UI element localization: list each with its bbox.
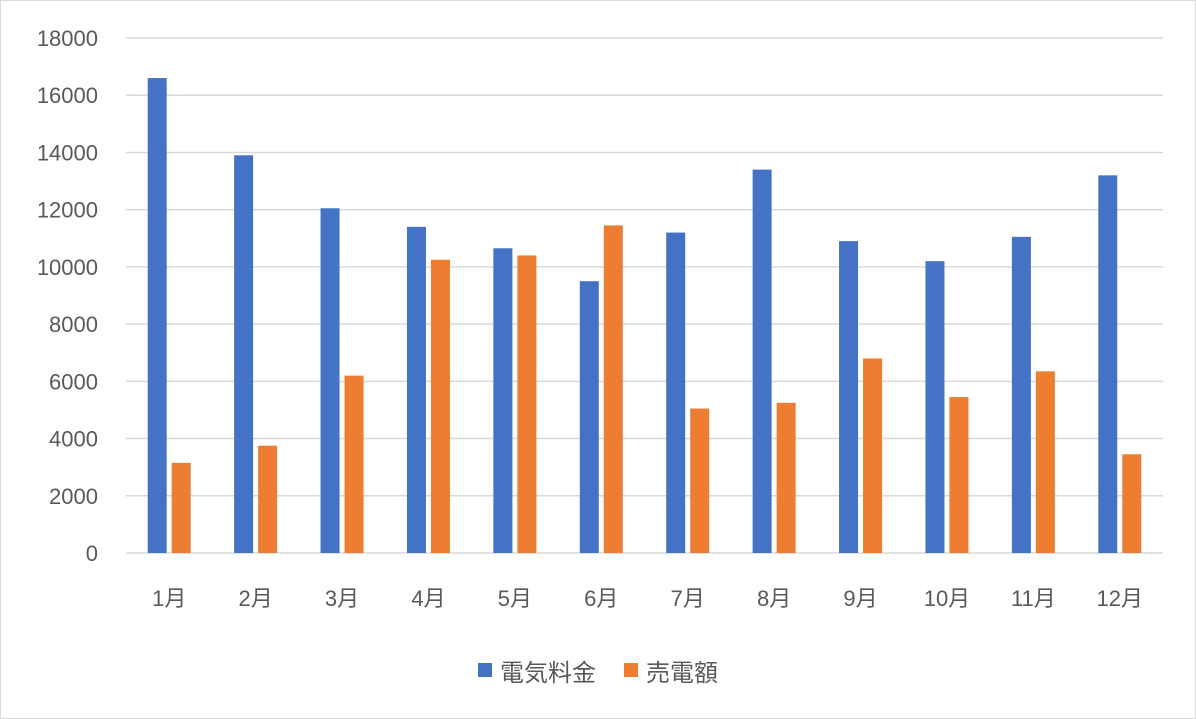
legend: 電気料金 売電額 — [0, 650, 1196, 690]
legend-label-series-1: 電気料金 — [500, 658, 596, 687]
bar-series-2-7 — [690, 408, 710, 553]
bar-series-2-8 — [776, 402, 796, 553]
y-tick-label-2: 4000 — [49, 427, 98, 452]
bar-series-2-6 — [603, 225, 623, 553]
y-tick-label-9: 18000 — [37, 26, 98, 51]
bar-series-1-3 — [320, 208, 340, 553]
x-tick-label-7: 7月 — [671, 586, 705, 611]
bar-series-2-2 — [258, 445, 278, 553]
legend-item-series-2: 売電額 — [624, 653, 718, 688]
bar-series-1-7 — [666, 232, 686, 554]
x-tick-label-2: 2月 — [239, 586, 273, 611]
x-tick-label-11: 11月 — [1011, 586, 1056, 611]
bar-series-1-8 — [752, 169, 772, 553]
bar-series-1-2 — [234, 155, 254, 554]
x-tick-label-3: 3月 — [325, 586, 359, 611]
legend-swatch-series-1 — [478, 663, 492, 677]
legend-swatch-series-2 — [624, 663, 638, 677]
x-tick-label-4: 4月 — [411, 586, 445, 611]
x-tick-label-10: 10月 — [924, 586, 970, 611]
legend-item-series-1: 電気料金 — [478, 653, 596, 688]
x-tick-label-5: 5月 — [498, 586, 532, 611]
y-tick-label-5: 10000 — [37, 255, 98, 280]
x-tick-label-8: 8月 — [757, 586, 791, 611]
x-tick-label-1: 1月 — [152, 586, 186, 611]
bar-series-2-5 — [517, 255, 537, 553]
y-tick-label-8: 16000 — [37, 83, 98, 108]
bar-series-1-1 — [147, 78, 167, 554]
bar-series-1-12 — [1098, 175, 1118, 554]
x-axis-tick-labels: 1月 2月 3月 4月 5月 6月 7月 8月 9月 10月 11月 12月 — [152, 586, 1143, 611]
x-tick-label-6: 6月 — [584, 586, 618, 611]
y-axis-tick-labels: 0 2000 4000 6000 8000 10000 12000 14000 16000 180… — [37, 26, 98, 566]
y-tick-label-0: 0 — [86, 541, 98, 566]
x-tick-label-9: 9月 — [843, 586, 877, 611]
bar-series-2-11 — [1035, 371, 1055, 553]
y-tick-label-1: 2000 — [49, 484, 98, 509]
y-tick-label-4: 8000 — [49, 312, 98, 337]
y-tick-label-7: 14000 — [37, 140, 98, 165]
gridlines — [126, 37, 1163, 554]
bar-series — [147, 78, 1142, 554]
bar-series-2-9 — [863, 358, 883, 553]
bar-series-2-10 — [949, 397, 969, 553]
bar-series-1-6 — [579, 281, 599, 553]
bar-series-1-5 — [493, 248, 513, 553]
x-tick-label-12: 12月 — [1097, 586, 1143, 611]
bar-series-1-11 — [1011, 236, 1031, 553]
bar-series-2-1 — [171, 462, 191, 553]
legend-label-series-2: 売電額 — [646, 658, 718, 687]
y-tick-label-6: 12000 — [37, 198, 98, 223]
bar-series-1-10 — [925, 261, 945, 553]
bar-series-2-12 — [1122, 454, 1142, 553]
bar-series-2-3 — [344, 375, 364, 553]
bar-series-1-4 — [406, 226, 426, 554]
bar-series-1-9 — [839, 241, 859, 553]
bar-series-2-4 — [430, 259, 450, 553]
y-tick-label-3: 6000 — [49, 369, 98, 394]
